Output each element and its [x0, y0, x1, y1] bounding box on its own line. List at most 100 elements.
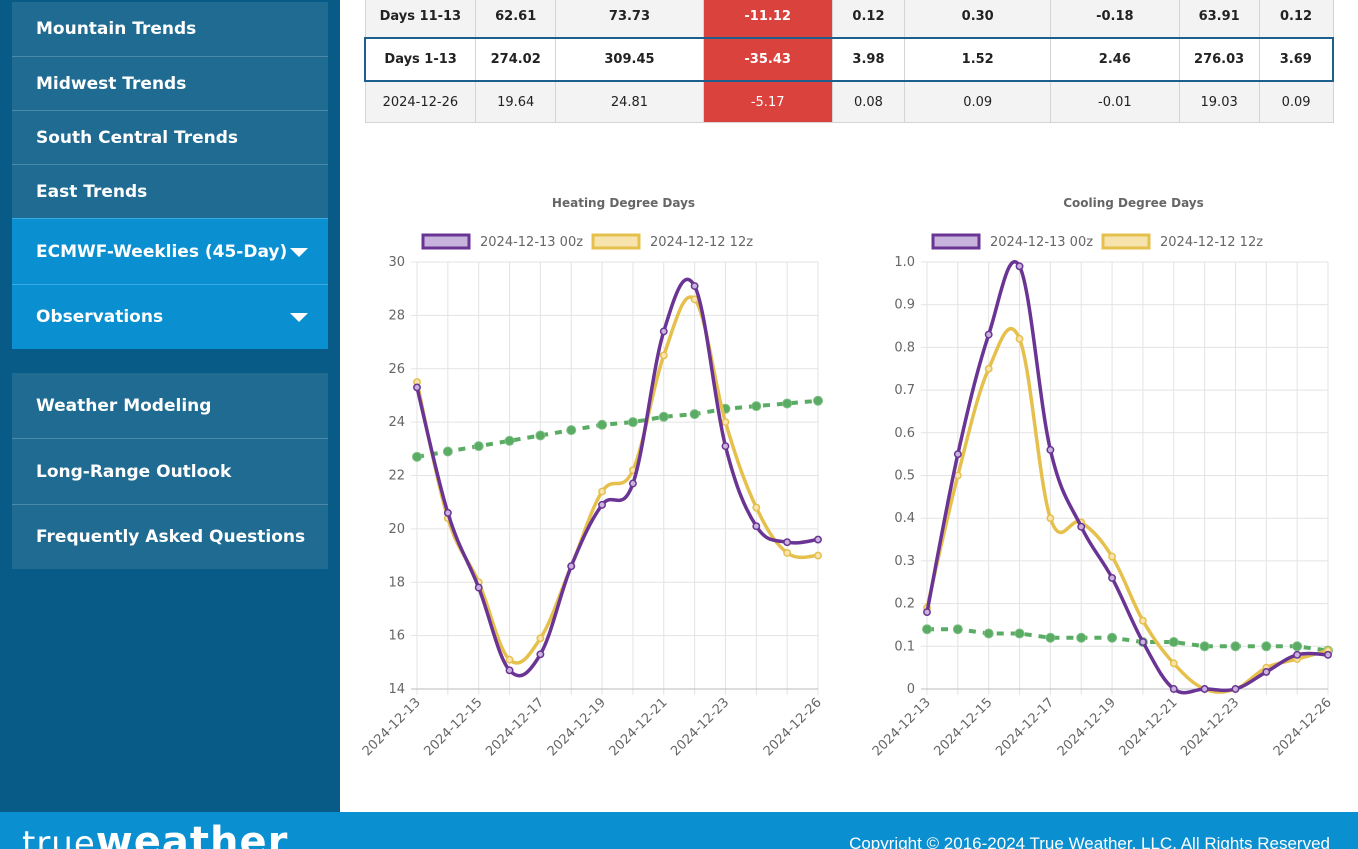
sidebar-menu-regions: Mountain Trends Midwest Trends South Cen… — [12, 2, 328, 349]
y-tick-label: 16 — [388, 629, 405, 644]
data-point — [721, 418, 730, 427]
data-point — [505, 666, 514, 675]
sidebar-item-faq[interactable]: Frequently Asked Questions — [12, 504, 328, 569]
caret-down-icon[interactable] — [290, 313, 308, 322]
data-point — [1108, 552, 1117, 561]
sidebar-item-label: Weather Modeling — [36, 395, 212, 416]
y-tick-label: 0.1 — [894, 639, 915, 654]
y-tick-label: 18 — [388, 575, 405, 590]
sidebar-item-ecmwf-weeklies[interactable]: ECMWF-Weeklies (45-Day) — [12, 218, 328, 284]
footer: trueweather Copyright © 2016-2024 True W… — [0, 812, 1358, 849]
table-cell: -11.12 — [702, 0, 833, 39]
data-point — [1231, 685, 1240, 693]
y-tick-label: 28 — [388, 308, 405, 323]
series-line-dashed — [416, 398, 819, 459]
data-point — [1138, 616, 1147, 625]
data-point — [1107, 632, 1118, 643]
sidebar-item-observations[interactable]: Observations — [12, 284, 328, 349]
table-cell: 19.64 — [475, 80, 557, 123]
sidebar: Mountain Trends Midwest Trends South Cen… — [0, 0, 340, 812]
y-tick-label: 0.9 — [894, 298, 915, 313]
x-tick-label: 2024-12-15 — [421, 695, 485, 759]
data-point — [690, 282, 699, 290]
data-point — [628, 479, 637, 488]
table-cell: -5.17 — [702, 80, 833, 123]
x-tick-label: 2024-12-19 — [545, 695, 609, 759]
x-tick-label: 2024-12-21 — [607, 695, 671, 759]
y-tick-label: 0.3 — [894, 554, 915, 569]
y-tick-label: 0 — [907, 682, 915, 697]
sidebar-menu-main: Weather Modeling Long-Range Outlook Freq… — [12, 373, 328, 569]
data-point — [752, 503, 761, 512]
x-tick-label: 2024-12-23 — [668, 695, 732, 759]
sidebar-item-label: ECMWF-Weeklies (45-Day) — [36, 241, 288, 262]
data-point — [1046, 514, 1055, 523]
data-point — [984, 330, 993, 339]
sidebar-item-long-range-outlook[interactable]: Long-Range Outlook — [12, 438, 328, 504]
table-cell: 0.09 — [1258, 80, 1334, 123]
table-cell: 0.30 — [904, 0, 1051, 39]
data-point — [813, 395, 823, 406]
x-tick-label: 2024-12-13 — [360, 695, 424, 759]
data-point — [1168, 637, 1179, 648]
x-tick-label: 2024-12-13 — [870, 695, 934, 759]
copyright-text: Copyright © 2016-2024 True Weather, LLC.… — [849, 834, 1330, 849]
data-point — [1324, 650, 1332, 659]
data-point — [1262, 667, 1271, 676]
sidebar-item-east-trends[interactable]: East Trends — [12, 164, 328, 218]
data-point — [597, 419, 608, 430]
degree-day-table: Days 11-13 62.61 73.73 -11.12 0.12 0.30 … — [364, 0, 1334, 123]
sidebar-item-weather-modeling[interactable]: Weather Modeling — [12, 373, 328, 438]
caret-down-icon[interactable] — [290, 247, 308, 257]
data-point — [984, 364, 993, 373]
legend-swatch — [931, 233, 981, 250]
data-point — [566, 425, 577, 436]
data-point — [535, 430, 546, 441]
data-point — [536, 634, 545, 643]
data-point — [953, 471, 962, 480]
table-row: Days 11-13 62.61 73.73 -11.12 0.12 0.30 … — [364, 0, 1334, 39]
data-point — [952, 624, 963, 635]
sidebar-item-mountain-trends[interactable]: Mountain Trends — [12, 2, 328, 56]
sidebar-item-label: Mountain Trends — [36, 19, 197, 39]
legend-label: 2024-12-13 00z — [990, 235, 1093, 250]
data-point — [814, 535, 822, 544]
legend-label: 2024-12-12 12z — [650, 235, 753, 250]
data-point — [1293, 650, 1302, 659]
table-cell: 73.73 — [555, 0, 704, 39]
y-tick-label: 1.0 — [894, 255, 915, 270]
table-cell: 309.45 — [555, 37, 704, 82]
table-cell: Days 11-13 — [364, 0, 477, 39]
data-point — [659, 351, 668, 360]
data-point — [473, 441, 484, 452]
data-point — [536, 650, 545, 659]
data-point — [1230, 641, 1241, 652]
data-point — [1108, 574, 1117, 582]
table-cell: -0.18 — [1050, 0, 1180, 39]
legend-label: 2024-12-12 12z — [1160, 235, 1263, 250]
sidebar-item-south-central-trends[interactable]: South Central Trends — [12, 110, 328, 164]
table-row: 2024-12-26 19.64 24.81 -5.17 0.08 0.09 -… — [364, 80, 1334, 123]
x-tick-label: 2024-12-23 — [1178, 695, 1242, 759]
data-point — [505, 655, 514, 664]
data-point — [1014, 628, 1025, 639]
series-line — [925, 327, 1329, 694]
data-point — [782, 398, 793, 409]
y-tick-label: 24 — [388, 415, 405, 430]
sidebar-item-label: Long-Range Outlook — [36, 461, 232, 482]
chart-title: Heating Degree Days — [552, 196, 695, 210]
trueweather-logo[interactable]: trueweather — [22, 819, 289, 849]
sidebar-item-label: Frequently Asked Questions — [36, 527, 306, 547]
x-tick-label: 2024-12-19 — [1055, 695, 1119, 759]
table-cell: 2024-12-26 — [364, 80, 477, 123]
chart-title: Cooling Degree Days — [1063, 196, 1204, 210]
y-tick-label: 0.4 — [894, 511, 915, 526]
data-point — [567, 562, 576, 571]
data-point — [1169, 659, 1178, 668]
table-cell: 274.02 — [475, 37, 557, 82]
data-point — [1261, 641, 1272, 652]
series-line — [415, 277, 819, 678]
data-point — [814, 551, 822, 560]
sidebar-item-midwest-trends[interactable]: Midwest Trends — [12, 56, 328, 110]
data-point — [953, 450, 962, 459]
